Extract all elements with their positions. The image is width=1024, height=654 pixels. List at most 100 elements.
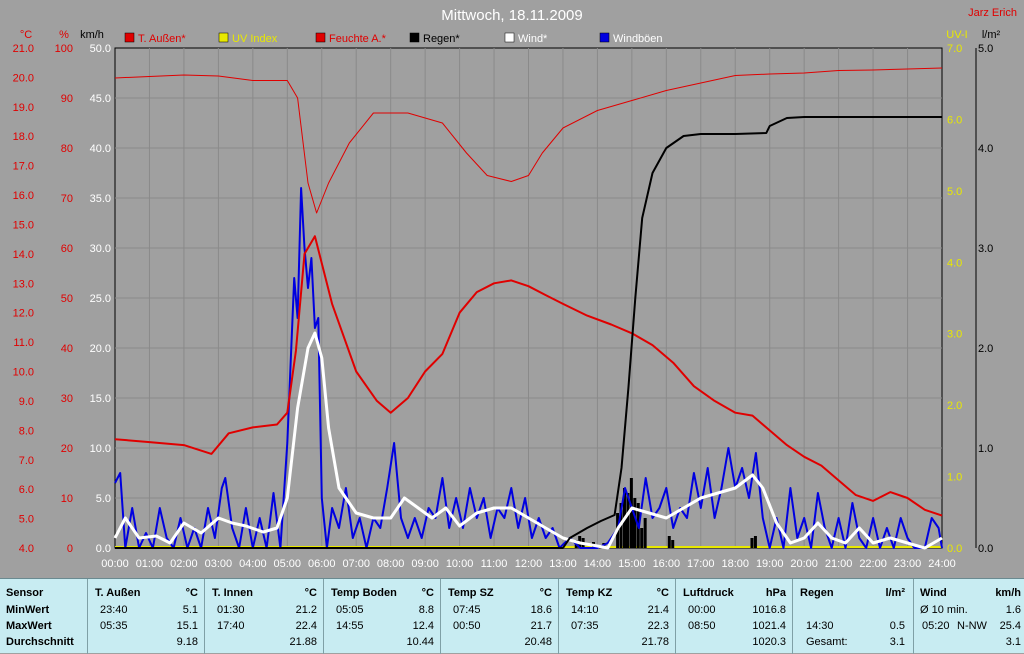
chart-legend: T. Außen* UV Index Feuchte A.* Regen* Wind* W… bbox=[124, 32, 663, 45]
wind-tick-label: 40.0 bbox=[90, 143, 111, 155]
x-tick-label: 19:00 bbox=[756, 558, 784, 570]
humidity-tick-label: 20 bbox=[61, 443, 73, 455]
temp-tick-label: 7.0 bbox=[19, 455, 34, 467]
temp-tick-label: 5.0 bbox=[19, 514, 34, 526]
rain-bar bbox=[624, 518, 628, 548]
series-line-regen bbox=[115, 116, 942, 549]
series-line-wind bbox=[113, 331, 943, 550]
stat-unit: °C bbox=[539, 587, 552, 599]
stat-max-time: 17:40 bbox=[217, 620, 245, 632]
stat-unit: hPa bbox=[765, 587, 786, 599]
series-group bbox=[113, 67, 943, 550]
stat-min-time: 23:40 bbox=[100, 604, 128, 616]
legend-swatch bbox=[315, 32, 326, 43]
uv-tick-label: 1.0 bbox=[947, 472, 962, 484]
legend-label: Feuchte A.* bbox=[329, 33, 387, 45]
x-tick-label: 08:00 bbox=[377, 558, 405, 570]
humidity-unit-header: % bbox=[59, 29, 69, 41]
series-line-feuchte-a bbox=[114, 67, 943, 214]
stat-min-value: 1016.8 bbox=[752, 604, 786, 616]
stat-max-value: 12.4 bbox=[412, 620, 434, 632]
legend-label: T. Außen* bbox=[138, 33, 186, 45]
uv-tick-label: 2.0 bbox=[947, 400, 962, 412]
rain-bar bbox=[640, 528, 644, 548]
wind-unit-header: km/h bbox=[80, 29, 104, 41]
stat-title: Temp Boden bbox=[331, 587, 397, 599]
row-label-sensor: Sensor bbox=[6, 587, 44, 599]
row-label-min: MinWert bbox=[6, 604, 50, 616]
x-tick-label: 15:00 bbox=[618, 558, 646, 570]
stat-min-time: 01:30 bbox=[217, 604, 245, 616]
row-label-avg: Durchschnitt bbox=[6, 636, 74, 648]
stats-col-rain: Regen l/m² 14:30 0.5 Gesamt: 3.1 bbox=[793, 579, 914, 654]
stat-min-time: 07:45 bbox=[453, 604, 481, 616]
stat-min-value: 21.2 bbox=[295, 604, 317, 616]
stat-avg-value: 10.44 bbox=[406, 636, 434, 648]
temp-tick-label: 19.0 bbox=[13, 102, 34, 114]
stat-max-value: 15.1 bbox=[176, 620, 198, 632]
legend-swatch bbox=[124, 32, 135, 43]
temp-tick-label: 20.0 bbox=[13, 72, 34, 84]
temp-tick-label: 6.0 bbox=[19, 484, 34, 496]
stat-min-value: 8.8 bbox=[418, 604, 434, 616]
rain-bar bbox=[643, 518, 647, 548]
temp-tick-label: 14.0 bbox=[13, 249, 34, 261]
temp-tick-label: 9.0 bbox=[19, 396, 34, 408]
uv-unit-header: UV-I bbox=[946, 29, 967, 41]
stat-avg-value: 21.78 bbox=[641, 636, 669, 648]
stat-title: Temp SZ bbox=[448, 587, 494, 599]
wind-avg-value: 3.1 bbox=[1005, 636, 1021, 648]
rain-tick-label: 0.0 bbox=[978, 543, 993, 555]
temp-tick-label: 8.0 bbox=[19, 425, 34, 437]
rain-tick-label: 3.0 bbox=[978, 243, 993, 255]
chart-title: Mittwoch, 18.11.2009 bbox=[441, 7, 582, 24]
legend-swatch bbox=[218, 32, 229, 43]
legend-label: Regen* bbox=[423, 33, 460, 45]
humidity-tick-label: 90 bbox=[61, 93, 73, 105]
rain-unit: l/m² bbox=[885, 587, 905, 599]
stat-min-time: 14:10 bbox=[571, 604, 599, 616]
wind-min-label: Ø 10 min. bbox=[920, 604, 968, 616]
x-tick-label: 20:00 bbox=[790, 558, 818, 570]
rain-unit-header: l/m² bbox=[982, 29, 1001, 41]
stat-avg-value: 1020.3 bbox=[752, 636, 786, 648]
x-tick-label: 18:00 bbox=[721, 558, 749, 570]
stats-col: Temp Boden °C 05:05 8.8 14:55 12.4 10.44 bbox=[324, 579, 441, 654]
stats-panel: Sensor MinWert MaxWert Durchschnitt T. A… bbox=[0, 578, 1024, 654]
stats-col-wind: Wind km/h Ø 10 min. 1.6 05:20 N-NW 25.4 3.1 bbox=[914, 579, 1024, 654]
axis-ticks: 21.0 20.0 19.0 18.0 17.0 16.0 15.0 14.0 13.0 12.0… bbox=[13, 43, 994, 570]
stat-unit: °C bbox=[185, 587, 198, 599]
humidity-tick-label: 30 bbox=[61, 393, 73, 405]
legend-swatch bbox=[409, 32, 420, 43]
stat-max-time: 14:55 bbox=[336, 620, 364, 632]
stat-max-time: 05:35 bbox=[100, 620, 128, 632]
uv-tick-label: 0.0 bbox=[947, 543, 962, 555]
stat-unit: °C bbox=[656, 587, 669, 599]
rain-tick-label: 4.0 bbox=[978, 143, 993, 155]
wind-min-value: 1.6 bbox=[1005, 604, 1021, 616]
stats-col: T. Außen °C 23:40 5.1 05:35 15.1 9.18 bbox=[88, 579, 205, 654]
stat-min-value: 18.6 bbox=[530, 604, 552, 616]
wind-tick-label: 20.0 bbox=[90, 343, 111, 355]
series-line-t-au-en bbox=[114, 235, 943, 517]
x-tick-label: 02:00 bbox=[170, 558, 198, 570]
x-tick-label: 04:00 bbox=[239, 558, 267, 570]
rain-bar bbox=[629, 478, 633, 548]
temp-tick-label: 10.0 bbox=[13, 367, 34, 379]
wind-max-time: 05:20 bbox=[922, 620, 950, 632]
stat-avg-value: 9.18 bbox=[176, 636, 198, 648]
stats-col: Temp KZ °C 14:10 21.4 07:35 22.3 21.78 bbox=[559, 579, 676, 654]
wind-tick-label: 15.0 bbox=[90, 393, 111, 405]
stat-max-time: 07:35 bbox=[571, 620, 599, 632]
wind-tick-label: 0.0 bbox=[96, 543, 111, 555]
x-tick-label: 14:00 bbox=[584, 558, 612, 570]
x-tick-label: 12:00 bbox=[515, 558, 543, 570]
rain-tick-label: 5.0 bbox=[978, 43, 993, 55]
x-tick-label: 01:00 bbox=[136, 558, 164, 570]
x-tick-label: 07:00 bbox=[342, 558, 370, 570]
author-label: Jarz Erich bbox=[968, 7, 1017, 19]
wind-tick-label: 25.0 bbox=[90, 293, 111, 305]
humidity-tick-label: 70 bbox=[61, 193, 73, 205]
legend-swatch bbox=[504, 32, 515, 43]
rain-bar bbox=[633, 498, 637, 548]
